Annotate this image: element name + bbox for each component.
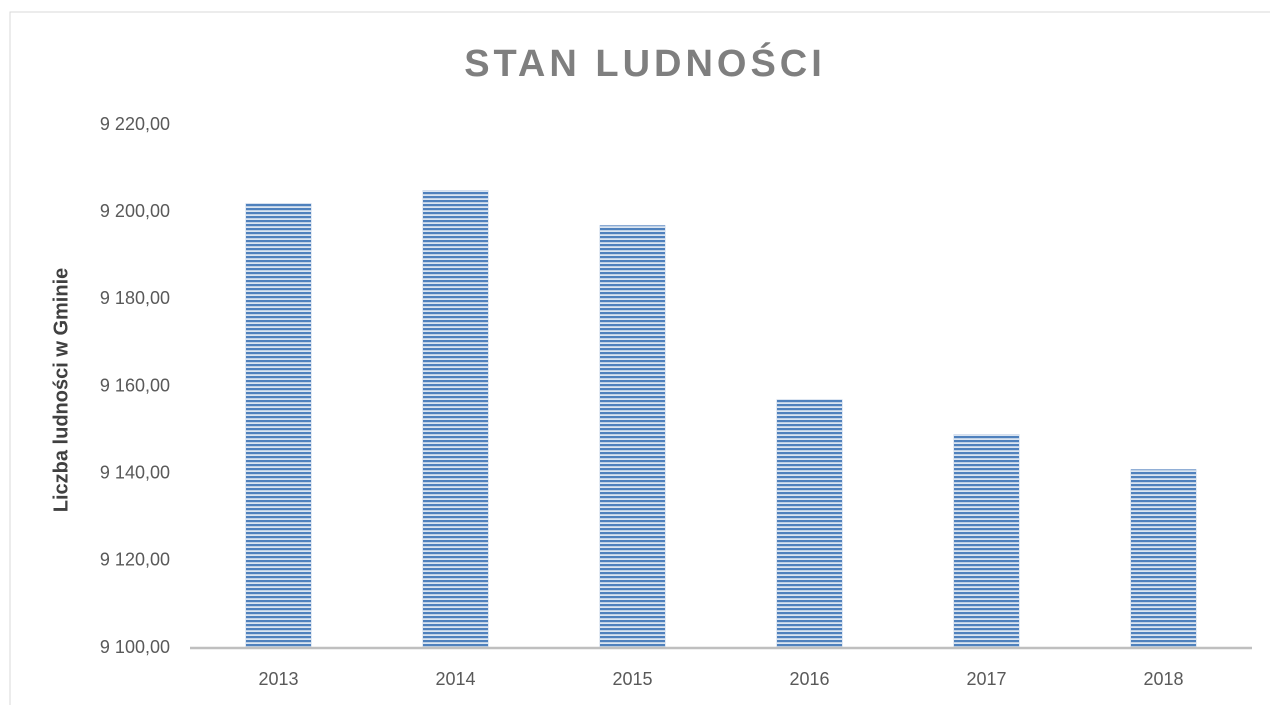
y-tick-label: 9 160,00: [100, 375, 170, 395]
y-tick-label: 9 220,00: [100, 114, 170, 134]
y-axis-label: Liczba ludności w Gminie: [50, 268, 72, 512]
x-tick-label: 2018: [1143, 669, 1183, 689]
y-tick-label: 9 100,00: [100, 637, 170, 657]
bar: [953, 434, 1020, 649]
x-tick-label: 2016: [789, 669, 829, 689]
y-tick-label: 9 120,00: [100, 550, 170, 570]
x-tick-label: 2015: [612, 669, 652, 689]
bar: [599, 224, 666, 649]
y-tick-label: 9 140,00: [100, 462, 170, 482]
bar: [245, 203, 312, 649]
bar: [776, 399, 843, 649]
x-tick-label: 2017: [966, 669, 1006, 689]
chart-title: STAN LUDNOŚCI: [464, 41, 826, 85]
bar: [1130, 469, 1197, 649]
y-tick-label: 9 180,00: [100, 288, 170, 308]
bar: [422, 190, 489, 649]
y-tick-label: 9 200,00: [100, 201, 170, 221]
x-tick-label: 2014: [435, 669, 475, 689]
x-tick-label: 2013: [258, 669, 298, 689]
